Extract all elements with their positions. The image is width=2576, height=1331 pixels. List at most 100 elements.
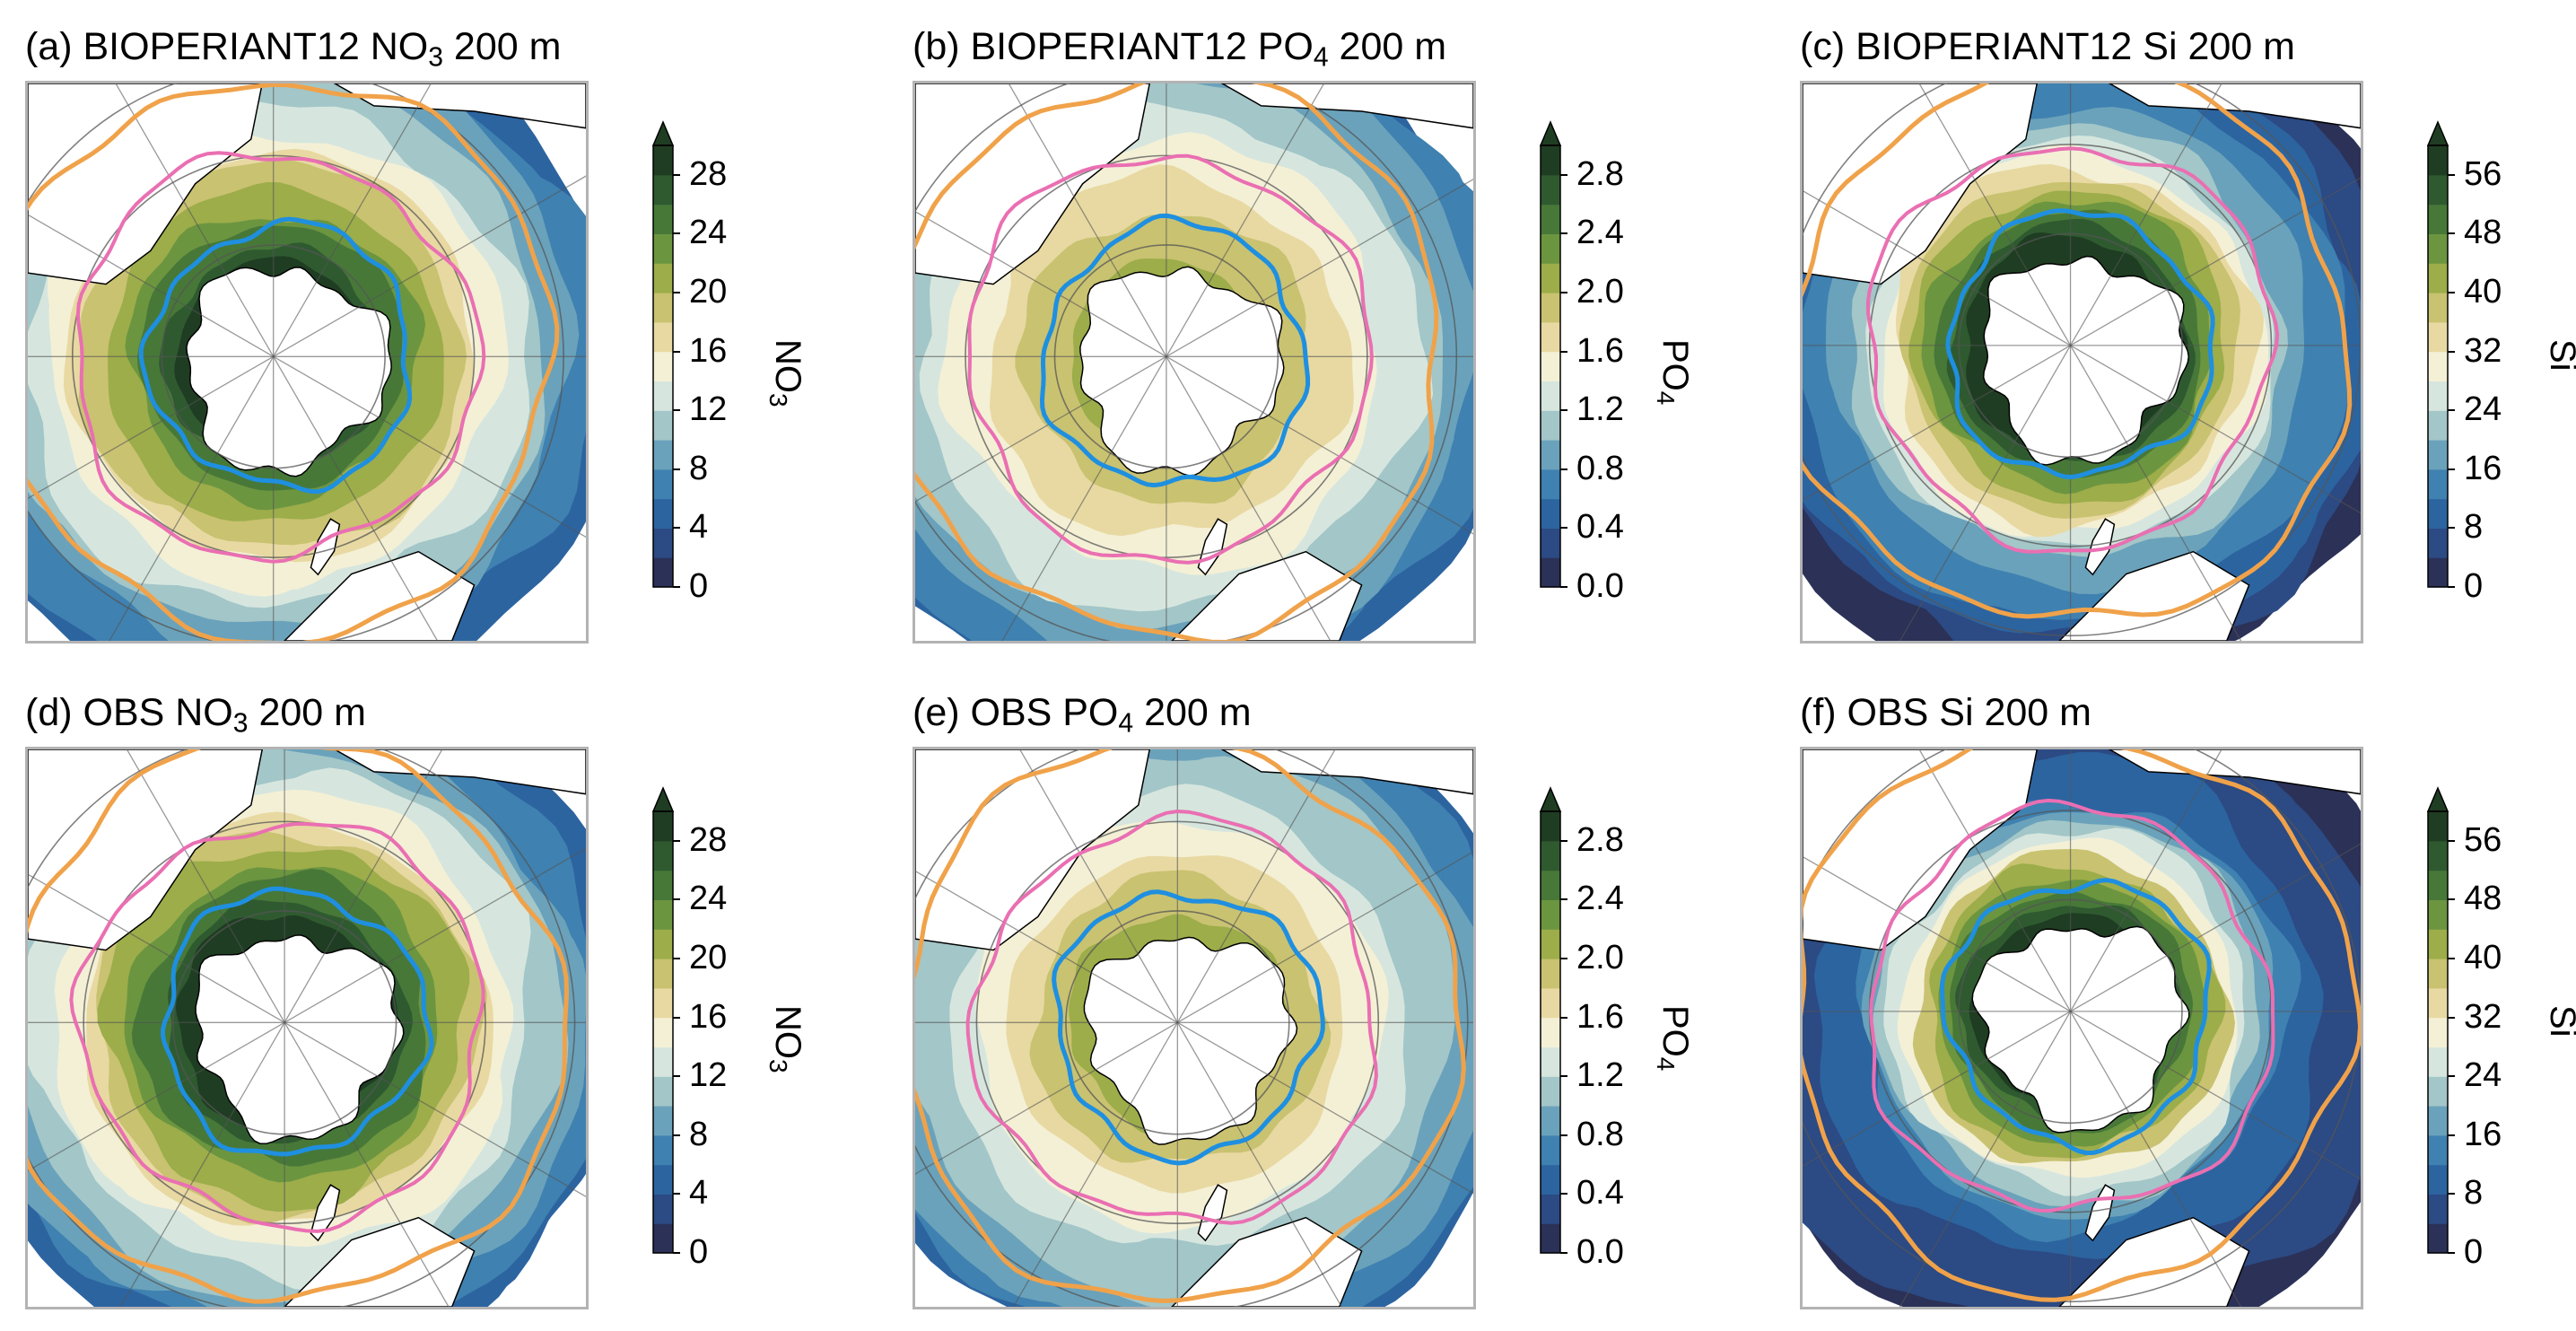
colorbar-tick-mark [673,351,680,353]
colorbar-segment [1541,499,1560,529]
colorbar-tick-label: 0.0 [1576,1233,1624,1272]
colorbar-tick-label: 2.0 [1576,939,1624,977]
colorbar-segment [653,1106,673,1135]
colorbar-tick-label: 0.4 [1576,508,1624,547]
panel-title-d: (d) OBS NO3 200 m [25,691,366,740]
colorbar-segment [2428,959,2448,988]
colorbar-tick-label: 20 [689,273,727,311]
colorbar-tick-mark [2448,1252,2455,1254]
colorbar-segment [1541,469,1560,499]
colorbar-tick-mark [1560,232,1567,234]
colorbar-tick-label: 1.2 [1576,1056,1624,1095]
colorbar-segment [653,841,673,871]
panel-title-a: (a) BIOPERIANT12 NO3 200 m [25,25,561,74]
colorbar-segment [2428,988,2448,1018]
colorbar-tick-label: 32 [2464,332,2502,371]
map-frame-f [1800,747,2363,1309]
colorbar-label: Si [2542,1005,2576,1038]
colorbar-segment [2428,233,2448,263]
colorbar-label-text: NO [768,1005,808,1059]
colorbar-segment [1541,1046,1560,1076]
colorbar-tick-label: 28 [689,155,727,194]
colorbar-segment [653,1135,673,1165]
colorbar-tick-mark [2448,409,2455,411]
colorbar-segment [2428,410,2448,440]
colorbar-segment [653,1046,673,1076]
colorbar-segment [1541,811,1560,841]
colorbar-segment [1541,233,1560,263]
title-suffix: 200 m [1329,25,1446,68]
colorbar-label: PO4 [1651,339,1695,405]
colorbar-segment [2428,1223,2448,1253]
colorbar-tick-label: 20 [689,939,727,977]
title-subscript: 4 [1314,43,1329,73]
colorbar-segment [653,1194,673,1223]
polar-map-d [28,749,586,1307]
colorbar-tick-mark [673,1193,680,1195]
colorbar-segment [653,175,673,205]
colorbar-tick-mark [2448,586,2455,588]
colorbar-segment [1541,322,1560,352]
colorbar-segment [1541,293,1560,322]
colorbar-segment [2428,1106,2448,1135]
colorbar-segment [1541,410,1560,440]
colorbar-extend-max [2428,122,2448,145]
colorbar-segment [2428,499,2448,529]
colorbar-tick-mark [1560,1193,1567,1195]
colorbar-segment [1541,988,1560,1018]
colorbar-tick-mark [2448,468,2455,470]
colorbar-tick-label: 1.6 [1576,332,1624,371]
colorbar-tick-label: 40 [2464,273,2502,311]
colorbar-segment [2428,528,2448,557]
colorbar-tick-label: 16 [2464,450,2502,488]
colorbar-segment [653,322,673,352]
colorbar-tick-label: 8 [2464,1174,2483,1213]
colorbar-tick-mark [1560,958,1567,959]
colorbar-tick-mark [673,1134,680,1136]
colorbar-tick-mark [1560,351,1567,353]
colorbar-segment [2428,811,2448,841]
title-text: (c) BIOPERIANT12 Si 200 m [1800,25,2295,68]
colorbar-segment [653,871,673,900]
title-subscript: 4 [1118,709,1133,739]
colorbar-tick-mark [673,586,680,588]
colorbar-tick-label: 24 [689,880,727,918]
title-suffix: 200 m [249,691,366,734]
colorbar-segment [2428,469,2448,499]
colorbar-tick-mark [2448,1193,2455,1195]
colorbar-segment [653,1223,673,1253]
colorbar-segment [2428,1046,2448,1076]
title-text: (f) OBS Si 200 m [1800,691,2091,734]
panel-title-c: (c) BIOPERIANT12 Si 200 m [1800,25,2295,69]
colorbar-tick-mark [673,292,680,293]
colorbar-segment [1541,959,1560,988]
colorbar-segment [653,499,673,529]
colorbar-segment [1541,1106,1560,1135]
colorbar-segment [2428,263,2448,293]
colorbar-tick-mark [2448,958,2455,959]
colorbar-tick-mark [2448,351,2455,353]
colorbar-tick-mark [673,1017,680,1019]
colorbar-segment [2428,1018,2448,1047]
colorbar-label-text: NO [768,339,808,393]
colorbar-tick-label: 0 [689,1233,708,1272]
colorbar-segment [1541,1018,1560,1047]
colorbar-tick-label: 8 [689,1116,708,1154]
colorbar-tick-mark [1560,1134,1567,1136]
colorbar-segment [1541,899,1560,929]
polar-map-f [1803,749,2361,1307]
colorbar-tick-mark [673,898,680,900]
colorbar-tick-mark [1560,292,1567,293]
title-text: (e) OBS PO [913,691,1118,734]
colorbar-segment [1541,1135,1560,1165]
colorbar-tick-label: 40 [2464,939,2502,977]
colorbar-label-text: PO [1655,339,1695,391]
colorbar-segment [1541,841,1560,871]
title-subscript: 3 [428,43,443,73]
map-frame-d [25,747,589,1309]
colorbar-tick-label: 2.4 [1576,880,1624,918]
colorbar-tick-label: 24 [2464,1056,2502,1095]
colorbar-segment [1541,440,1560,469]
colorbar-tick-mark [2448,174,2455,176]
colorbar-segment [1541,528,1560,557]
